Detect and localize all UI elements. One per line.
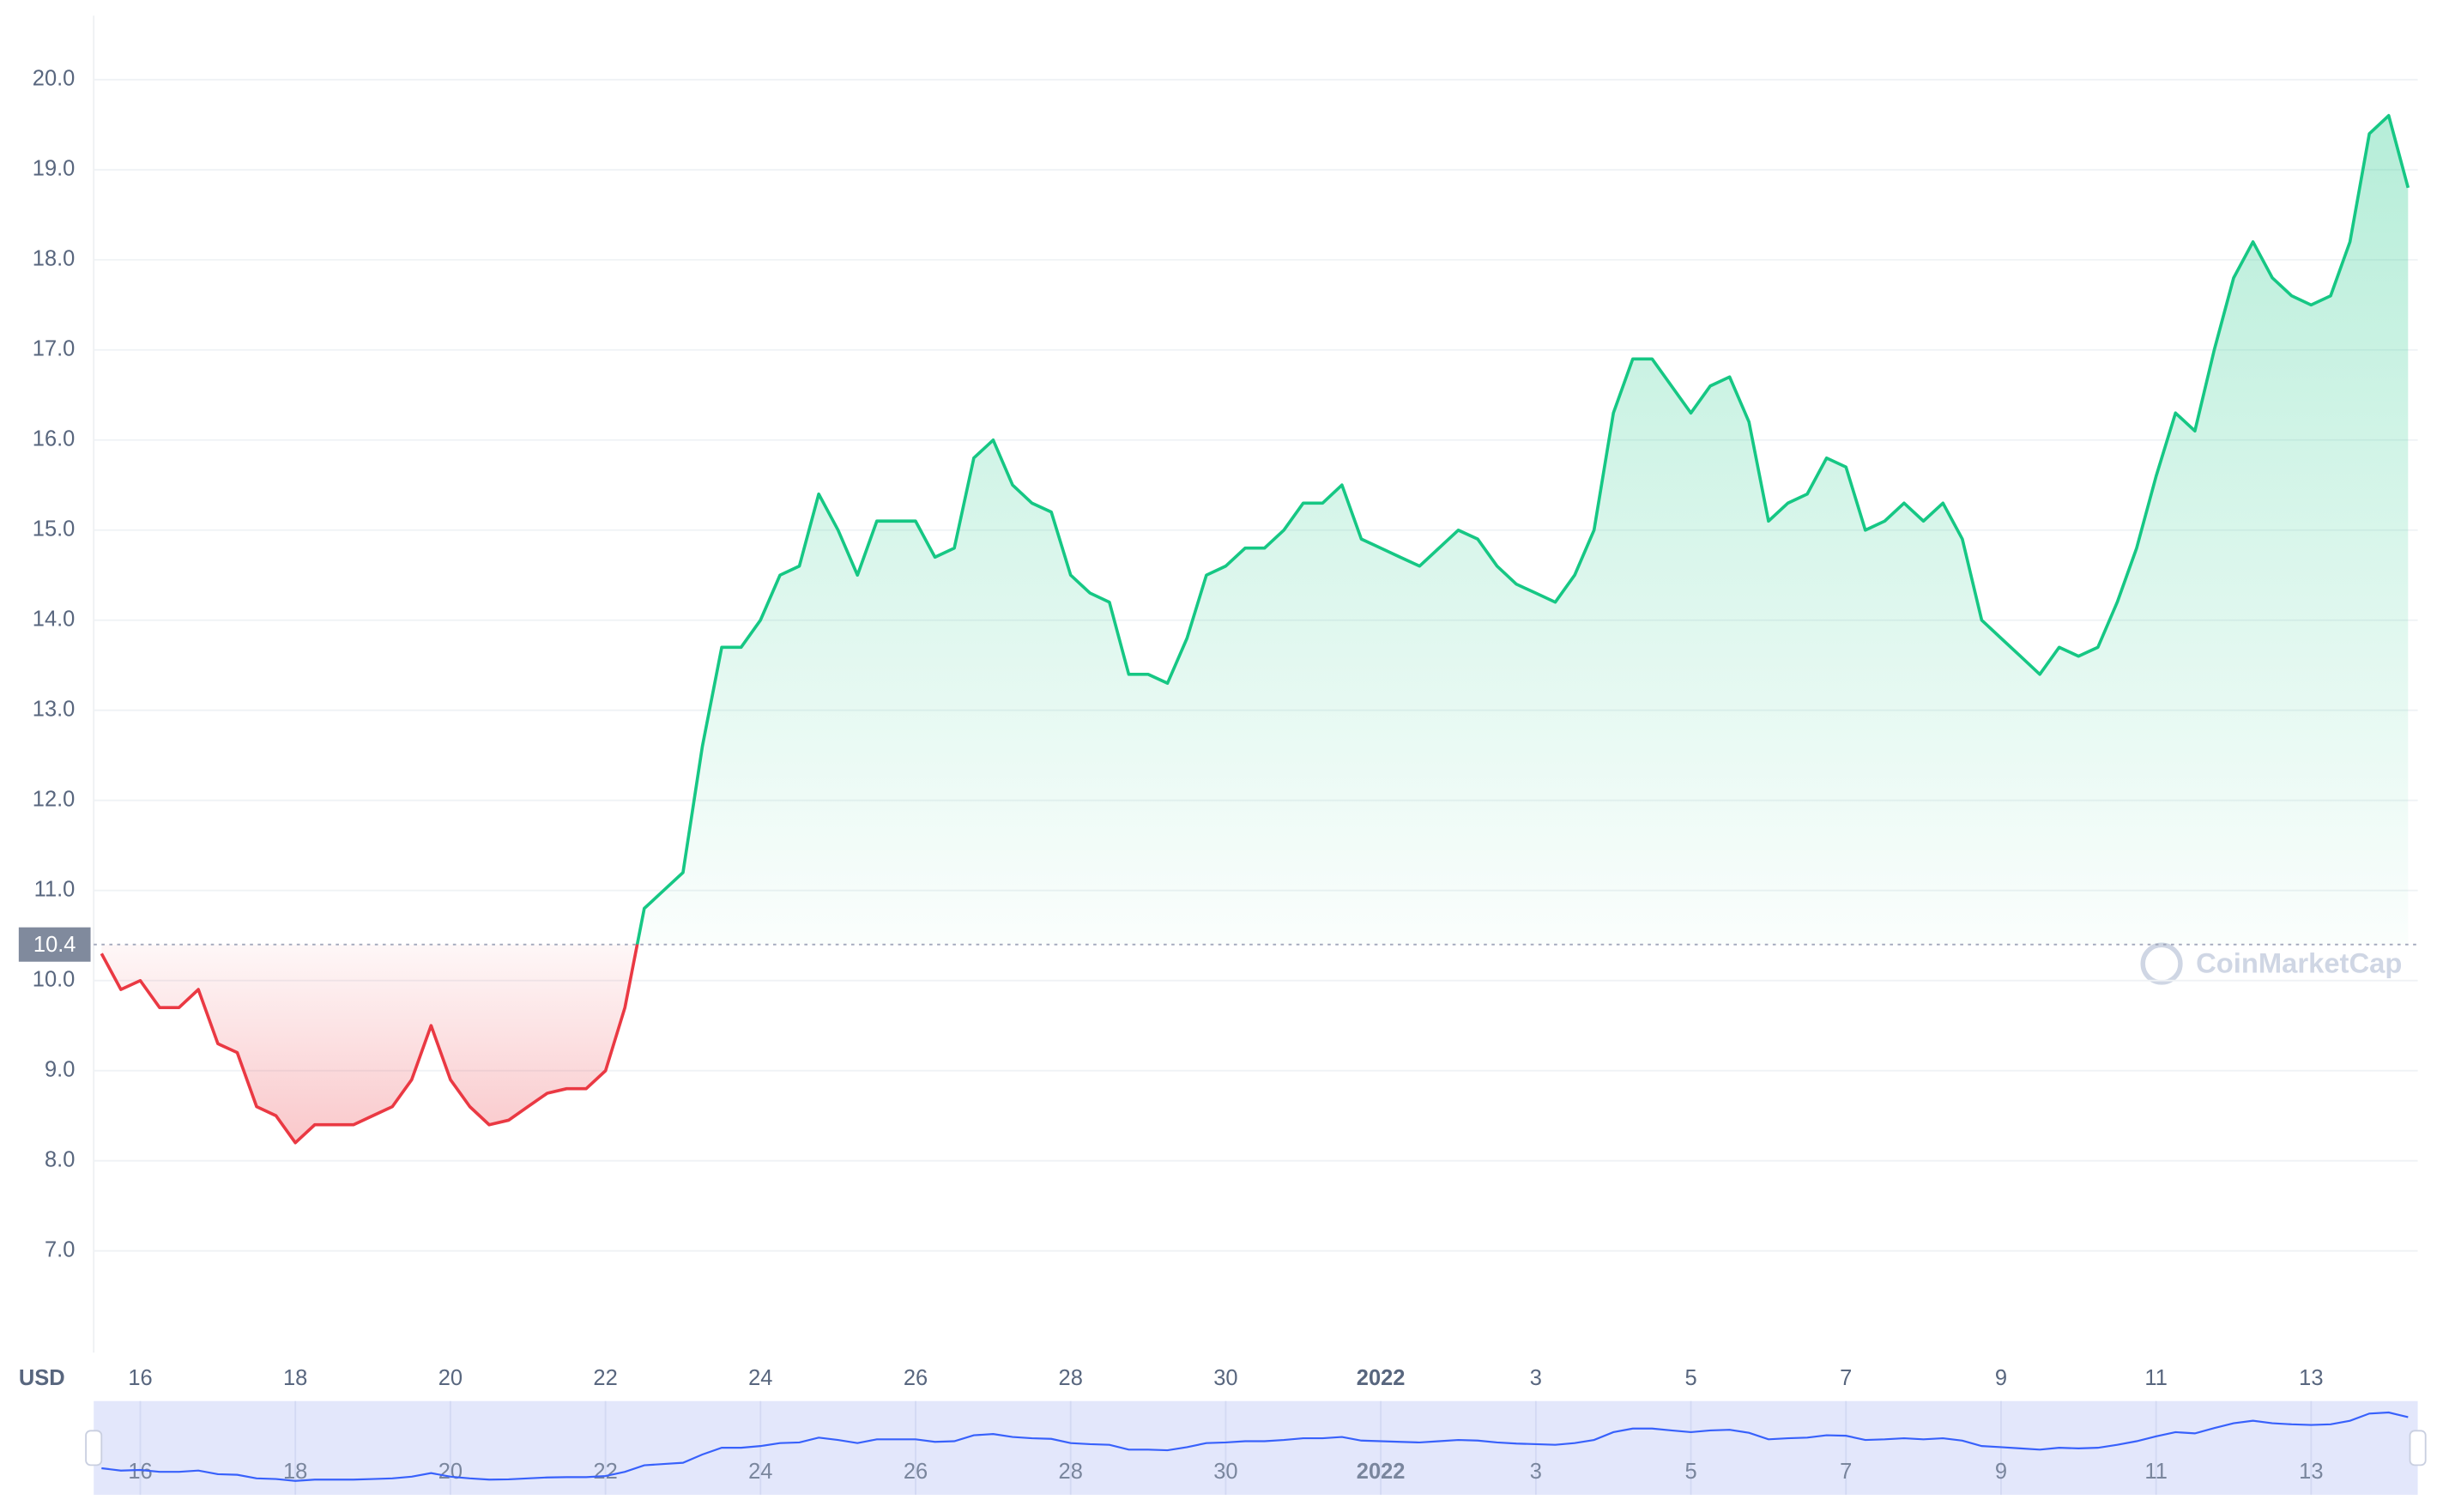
navigator-tick-label: 28	[1059, 1460, 1083, 1484]
y-tick-label: 10.0	[33, 967, 76, 991]
navigator-tick-label: 24	[748, 1460, 772, 1484]
reference-label-box	[18, 927, 91, 962]
x-tick-label: 22	[593, 1366, 617, 1390]
navigator-tick-label: 13	[2299, 1460, 2323, 1484]
navigator-tick-label: 9	[1995, 1460, 2007, 1484]
y-tick-label: 15.0	[33, 517, 76, 541]
x-tick-label: 9	[1995, 1366, 2007, 1390]
x-tick-label: 7	[1840, 1366, 1852, 1390]
y-tick-label: 16.0	[33, 426, 76, 451]
navigator-tick-label: 30	[1213, 1460, 1237, 1484]
x-tick-label: 24	[748, 1366, 772, 1390]
x-tick-label: 16	[128, 1366, 152, 1390]
watermark-group: CoinMarketCap	[2140, 942, 2402, 985]
y-tick-label: 8.0	[45, 1147, 75, 1171]
y-tick-label: 7.0	[45, 1237, 75, 1261]
y-tick-label: 14.0	[33, 607, 76, 631]
navigator-tick-label: 7	[1840, 1460, 1852, 1484]
price-line	[100, 113, 2410, 1145]
x-tick-label: 18	[283, 1366, 307, 1390]
x-tick-label: 20	[438, 1366, 463, 1390]
navigator-tick-label: 5	[1684, 1460, 1696, 1484]
x-tick-label: 2022	[1357, 1366, 1406, 1390]
area-fill	[101, 115, 2409, 1143]
navigator-tick-label: 3	[1530, 1460, 1542, 1484]
y-tick-label: 20.0	[33, 67, 76, 91]
currency-label: USD	[19, 1366, 65, 1390]
x-tick-label: 13	[2299, 1366, 2323, 1390]
watermark-logo	[2140, 942, 2183, 985]
navigator-handle[interactable]	[85, 1430, 103, 1467]
navigator-handle[interactable]	[2409, 1430, 2427, 1467]
navigator-tick-label: 20	[438, 1460, 463, 1484]
navigator-tick-label: 11	[2144, 1460, 2167, 1484]
y-tick-label: 17.0	[33, 336, 76, 360]
y-tick-label: 11.0	[34, 877, 76, 901]
x-tick-label: 30	[1213, 1366, 1237, 1390]
watermark: CoinMarketCap	[2196, 947, 2402, 979]
y-tick-label: 9.0	[45, 1057, 75, 1081]
y-tick-label: 19.0	[33, 157, 76, 181]
y-tick-label: 12.0	[33, 787, 76, 811]
x-tick-label: 5	[1684, 1366, 1696, 1390]
x-tick-label: 26	[904, 1366, 928, 1390]
navigator-tick-label: 16	[128, 1460, 152, 1484]
y-tick-label: 18.0	[33, 247, 76, 271]
reference-label: 10.4	[33, 933, 76, 957]
y-tick-label: 13.0	[33, 697, 76, 721]
navigator-line	[101, 1411, 2409, 1482]
x-tick-label: 28	[1059, 1366, 1083, 1390]
x-tick-label: 3	[1530, 1366, 1542, 1390]
x-tick-label: 11	[2144, 1366, 2167, 1390]
navigator-tick-label: 2022	[1357, 1460, 1406, 1484]
navigator-tick-label: 26	[904, 1460, 928, 1484]
navigator-tick-label: 22	[593, 1460, 617, 1484]
